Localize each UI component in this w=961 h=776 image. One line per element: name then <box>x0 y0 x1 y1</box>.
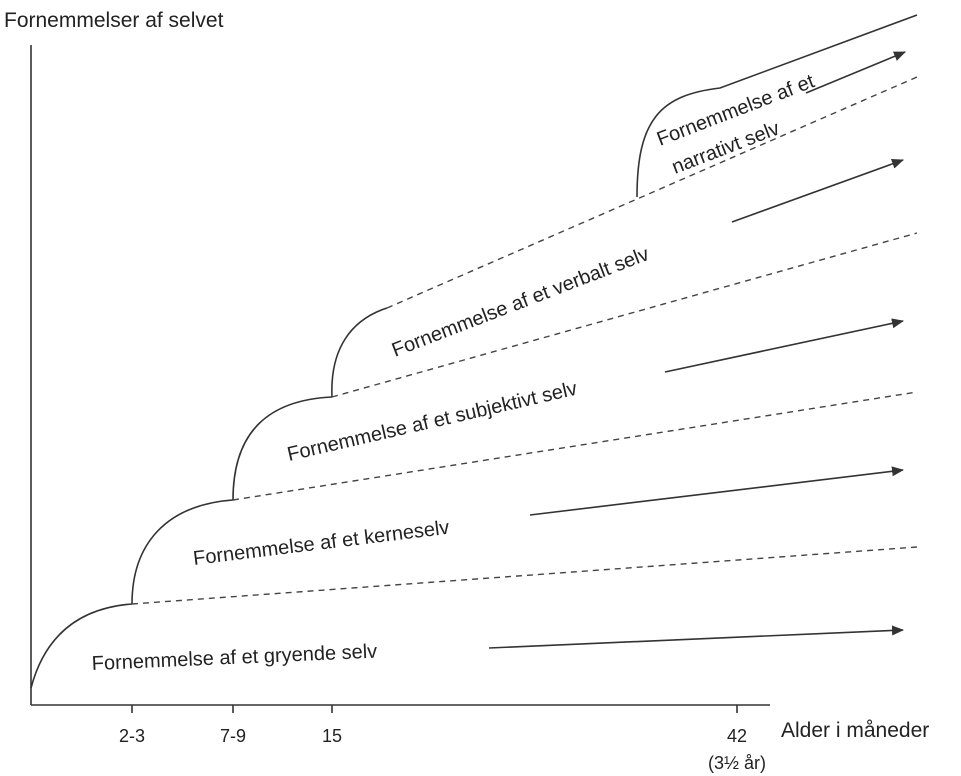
tick-label-7-9: 7-9 <box>220 726 246 746</box>
onset-curve-verbal <box>331 307 388 398</box>
arrow-core <box>529 466 904 516</box>
boundary-line-verbal-narrative <box>386 76 918 309</box>
x-axis-title: Alder i måneder <box>781 719 929 742</box>
arrow-subjective <box>664 318 904 373</box>
domain-label-subjective: Fornemmelse af et subjektivt selv <box>285 378 579 466</box>
arrow-narrative <box>805 51 906 94</box>
onset-curve-subjective <box>232 396 333 501</box>
arrow-verbal <box>731 159 904 223</box>
boundary-line-core-subjective <box>232 391 918 501</box>
domain-label-core: Fornemmelse af et kerneselv <box>192 517 451 570</box>
tick-label-2-3: 2-3 <box>119 726 145 746</box>
arrow-emergent <box>488 625 904 649</box>
tick-label-15: 15 <box>322 726 342 746</box>
domain-label-emergent: Fornemmelse af et gryende selv <box>91 641 377 675</box>
onset-curve-core <box>131 499 234 605</box>
tick-label-42: 42 <box>727 726 747 746</box>
y-axis-title: Fornemmelser af selvet <box>4 9 224 32</box>
onset-curve-emergent <box>30 603 133 689</box>
boundary-line-subjective-verbal <box>331 232 918 398</box>
onset-curve-narrative <box>636 14 918 198</box>
tick-sublabel-3-5-years: (3½ år) <box>708 753 766 773</box>
domain-label-verbal: Fornemmelse af et verbalt selv <box>389 243 652 362</box>
